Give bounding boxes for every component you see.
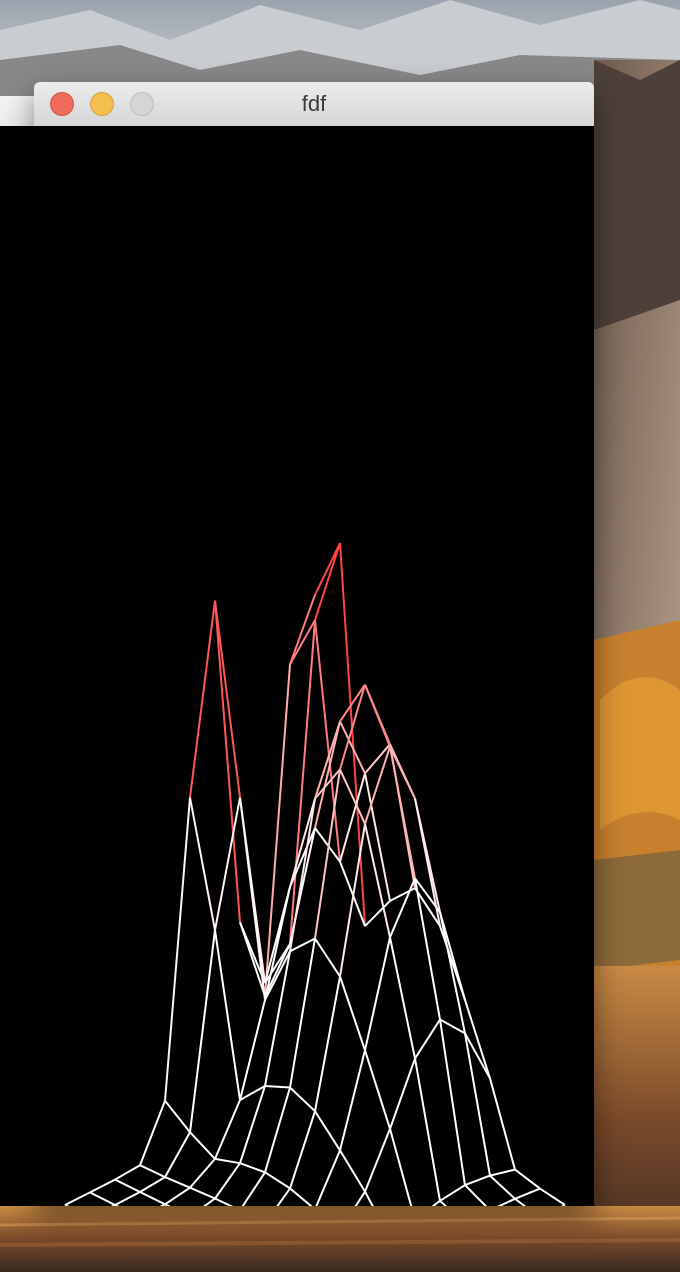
wire-edge [215, 1199, 240, 1207]
wire-edge [440, 1201, 465, 1206]
wire-edge [290, 1088, 315, 1112]
wire-edge [540, 1205, 565, 1206]
wire-edge [190, 601, 215, 798]
wire-edge [290, 939, 315, 1088]
wire-edge [240, 1000, 265, 1100]
wire-edge [315, 939, 340, 977]
wire-edge [115, 1205, 140, 1206]
wire-edge [190, 1199, 215, 1207]
wire-edge [215, 1163, 240, 1198]
wire-edge [115, 1180, 140, 1192]
wire-edge [465, 1185, 490, 1206]
window-title: fdf [34, 82, 594, 126]
wire-edge [465, 1176, 490, 1186]
wire-edge [315, 1111, 340, 1150]
wire-edge [340, 977, 365, 1051]
wire-edge [415, 1020, 440, 1059]
wire-edge [490, 1078, 515, 1169]
wire-edge [165, 798, 190, 1101]
wire-edge [365, 1050, 390, 1129]
wire-edge [340, 1150, 365, 1191]
wire-edge [240, 1172, 265, 1206]
wire-edge [390, 878, 415, 937]
wire-edge [190, 1188, 215, 1199]
wire-edge [215, 930, 240, 1100]
wire-edge [540, 1189, 565, 1205]
wire-edge [90, 1192, 115, 1205]
wire-edge [290, 620, 315, 944]
wire-edge [390, 1059, 415, 1129]
wire-edge [140, 1192, 165, 1204]
title-bar[interactable]: fdf [34, 82, 594, 127]
wire-edge [340, 685, 365, 722]
wire-edge [240, 798, 265, 1000]
wire-edge [140, 1101, 165, 1165]
wire-edge [265, 1172, 290, 1188]
wire-edge [390, 1129, 415, 1206]
wire-edge [440, 912, 465, 1033]
wire-edge [315, 543, 340, 620]
wire-edge [290, 1188, 315, 1206]
wire-edge [440, 912, 465, 1000]
wire-edge [165, 1177, 190, 1188]
wire-edge [390, 747, 415, 879]
wire-edge [490, 1199, 515, 1206]
wire-edge [165, 1188, 190, 1205]
wire-edge [190, 798, 215, 931]
wire-edge [515, 1199, 540, 1206]
wire-edge [365, 1129, 390, 1192]
wire-edge [365, 937, 390, 1050]
wire-edge [315, 1150, 340, 1206]
wire-edge [115, 1192, 140, 1205]
wire-edge [415, 1059, 440, 1201]
wire-edge [315, 977, 340, 1112]
wire-edge [340, 1050, 365, 1150]
wire-edge [340, 1192, 365, 1206]
wire-edge [290, 1111, 315, 1188]
wire-edge [440, 1185, 465, 1201]
wire-edge [140, 1177, 165, 1192]
wire-edge [165, 1132, 190, 1177]
wireframe-render [0, 126, 594, 1206]
wire-edge [265, 1086, 290, 1088]
wire-edge [290, 595, 315, 665]
wire-edge [140, 1204, 165, 1206]
wire-edge [190, 930, 215, 1132]
wire-edge [515, 1189, 540, 1199]
wire-edge [65, 1192, 90, 1205]
wire-edge [365, 685, 390, 747]
wire-edge [140, 1165, 165, 1177]
wire-edge [165, 1101, 190, 1132]
wire-edge [365, 1192, 390, 1206]
wire-edge [90, 1205, 115, 1206]
wire-edge [415, 1201, 440, 1206]
wire-edge [215, 1100, 240, 1159]
wire-edge [240, 1163, 265, 1172]
wire-edge [115, 1165, 140, 1179]
wire-edge [215, 1159, 240, 1163]
wire-edge [390, 888, 415, 901]
wire-edge [440, 1020, 465, 1186]
wire-edge [190, 1132, 215, 1159]
wire-edge [190, 1159, 215, 1188]
wire-edge [390, 747, 415, 799]
wire-edge [90, 1180, 115, 1193]
wire-edge [265, 1188, 290, 1206]
wire-edge [65, 1205, 90, 1206]
wire-edge [490, 1176, 515, 1199]
wire-edge [390, 937, 415, 1058]
wire-edge [440, 1020, 465, 1034]
wire-edge [165, 1204, 190, 1206]
wire-edge [315, 543, 340, 595]
wire-edge [265, 1088, 290, 1173]
wire-edge [490, 1170, 515, 1176]
wire-edge [515, 1170, 540, 1189]
wire-edge [290, 939, 315, 952]
